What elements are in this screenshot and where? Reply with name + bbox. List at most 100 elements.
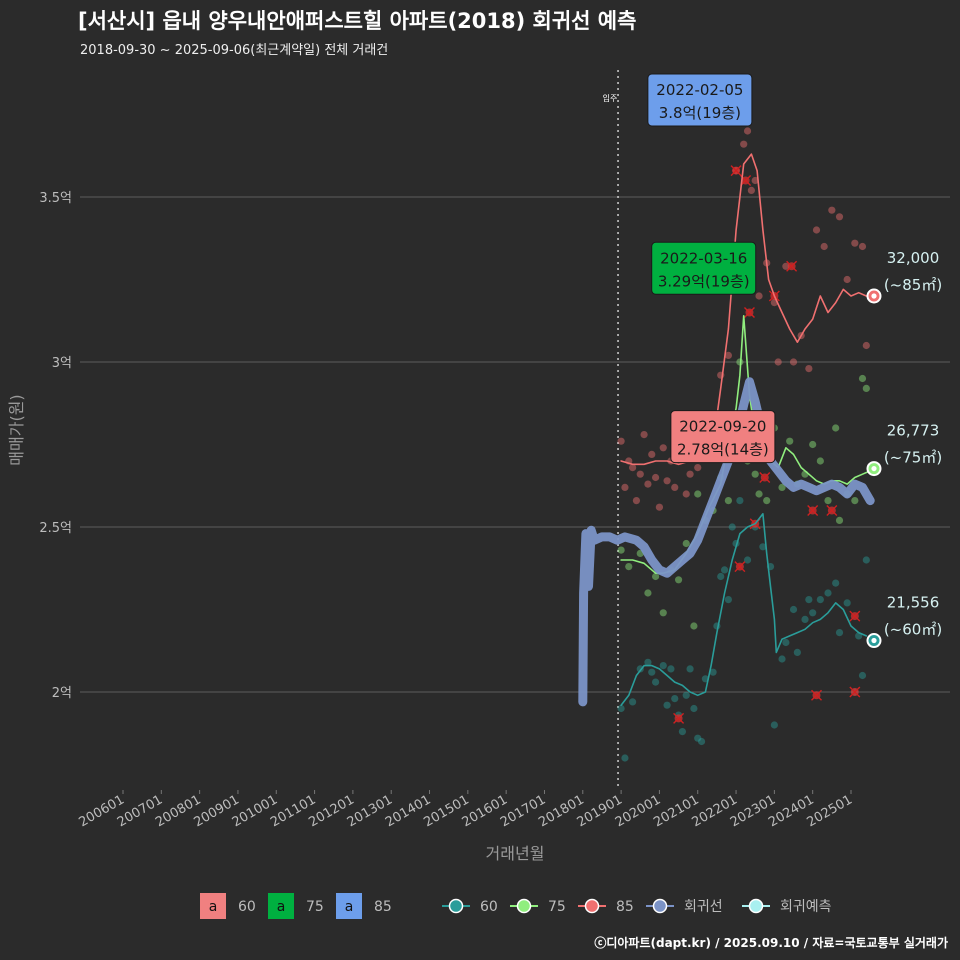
scatter-point-60 <box>617 704 625 713</box>
footer-credit: ⓒ디아파트(dapt.kr) / 2025.09.10 / 자료=국토교통부 실… <box>594 935 948 950</box>
scatter-point-85 <box>812 226 821 234</box>
scatter-point-60 <box>629 698 637 706</box>
drop-marker-cross <box>734 561 746 573</box>
scatter-point-75 <box>736 358 744 366</box>
scatter-point-60 <box>644 658 652 666</box>
scatter-point-60 <box>832 579 840 587</box>
scatter-point-60 <box>682 691 690 699</box>
scatter-point-85 <box>828 206 836 214</box>
drop-marker <box>786 260 798 272</box>
scatter-point-85 <box>617 437 625 445</box>
scatter-point-85 <box>621 483 629 491</box>
scatter-point-85 <box>805 365 813 373</box>
scatter-point-75 <box>625 563 633 571</box>
legend-point <box>584 898 600 914</box>
legend-label: 회귀예측 <box>780 899 832 915</box>
scatter-point-60 <box>667 665 675 673</box>
scatter-point-60 <box>858 671 867 680</box>
legend-line-item-3: 회귀선 <box>646 898 723 915</box>
scatter-point-85 <box>820 242 828 251</box>
y-tick-label: 2.5억 <box>39 521 72 536</box>
scatter-point-75 <box>778 483 786 491</box>
scatter-point-85 <box>655 503 664 511</box>
scatter-point-85 <box>682 490 690 498</box>
scatter-point-60 <box>690 704 698 713</box>
legend-line-item-4: 회귀예측 <box>742 898 832 915</box>
scatter-point-60 <box>697 737 706 746</box>
legend-box-item-75: a 75 <box>268 893 324 919</box>
drop-marker-cross <box>826 505 838 516</box>
scatter-point-60 <box>728 523 736 531</box>
max-annotations: 2022-02-053.8억(19층)2022-03-163.29억(19층)2… <box>647 73 776 464</box>
drop-marker <box>826 505 838 516</box>
scatter-point-75 <box>682 539 690 548</box>
move-in-label: 입주 <box>603 94 618 103</box>
scatter-point-85 <box>694 464 702 472</box>
scatter-point-75 <box>858 374 867 383</box>
scatter-point-75 <box>824 497 832 505</box>
legend-line-item-0: 60 <box>442 898 498 915</box>
scatter-point-85 <box>724 351 732 359</box>
forecast-labels: 32,000 (~85㎡) 26,773 (~75㎡) 21,556 (~60㎡) <box>884 249 942 639</box>
scatter-point-75 <box>832 424 840 432</box>
legend-point <box>516 898 532 914</box>
series-line-60 <box>620 513 868 706</box>
legend-swatch-letter: a <box>345 899 354 915</box>
scatter-point-85 <box>851 239 859 247</box>
drop-marker <box>673 712 685 724</box>
legend-point <box>748 898 764 914</box>
drop-marker-cross <box>759 472 771 483</box>
scatter-point-75 <box>835 516 844 525</box>
scatter-point-60 <box>663 701 671 709</box>
legend-swatch-letter: a <box>277 899 286 915</box>
scatter-point-60 <box>671 695 679 703</box>
scatter-point-60 <box>843 599 851 607</box>
scatter-point-85 <box>640 431 648 439</box>
scatter-point-85 <box>747 186 755 194</box>
y-tick-label: 3억 <box>52 356 72 371</box>
drop-marker-cross <box>807 505 819 516</box>
legend-label: 75 <box>548 899 566 915</box>
x-tick-labels: 2006012007012008012009012010012011012012… <box>77 790 855 830</box>
drop-marker-cross <box>673 712 685 724</box>
y-tick-label: 3.5억 <box>39 191 72 206</box>
scatter-point-60 <box>824 589 832 597</box>
scatter-point-60 <box>816 596 824 604</box>
drop-marker-cross <box>811 689 823 701</box>
y-tick-labels: 2억 2.5억 3억 3.5억 <box>39 191 72 701</box>
scatter-point-75 <box>816 457 824 465</box>
scatter-point-85 <box>862 341 870 350</box>
scatter-point-85 <box>632 497 641 505</box>
forecast-value-label: 32,000 <box>887 249 940 267</box>
drop-marker <box>734 561 746 573</box>
drop-marker <box>811 689 823 701</box>
scatter-point-60 <box>659 662 667 670</box>
legend-box-item-60: a 60 <box>200 893 256 919</box>
drop-marker <box>849 686 861 698</box>
annotation-date: 2022-03-16 <box>660 249 747 267</box>
scatter-point-75 <box>851 497 859 505</box>
scatter-point-75 <box>674 576 683 584</box>
scatter-point-85 <box>651 473 660 482</box>
forecast-point-core <box>871 465 877 472</box>
legend: a 60 a 75 a 85 60 75 85 회귀선 회귀예측 <box>200 893 832 919</box>
forecast-area-label: (~85㎡) <box>884 276 942 294</box>
annotation-value: 3.8억(19층) <box>659 104 741 122</box>
drop-marker-cross <box>849 610 861 622</box>
drop-marker <box>743 307 755 318</box>
scatter-point-60 <box>801 615 809 624</box>
scatter-point-85 <box>782 262 790 270</box>
drop-marker <box>730 165 742 177</box>
legend-swatch-letter: a <box>209 899 218 915</box>
scatter-point-60 <box>709 668 717 676</box>
scatter-point-75 <box>651 572 660 581</box>
scatter-point-85 <box>686 470 694 478</box>
drop-marker <box>759 472 771 483</box>
scatter-point-85 <box>774 358 782 366</box>
scatter-point-60 <box>686 665 694 673</box>
annotation-value: 2.78억(14층) <box>677 441 769 459</box>
scatter-point-60 <box>782 638 790 647</box>
scatter-point-85 <box>663 477 671 485</box>
forecast-point-core <box>871 293 877 299</box>
